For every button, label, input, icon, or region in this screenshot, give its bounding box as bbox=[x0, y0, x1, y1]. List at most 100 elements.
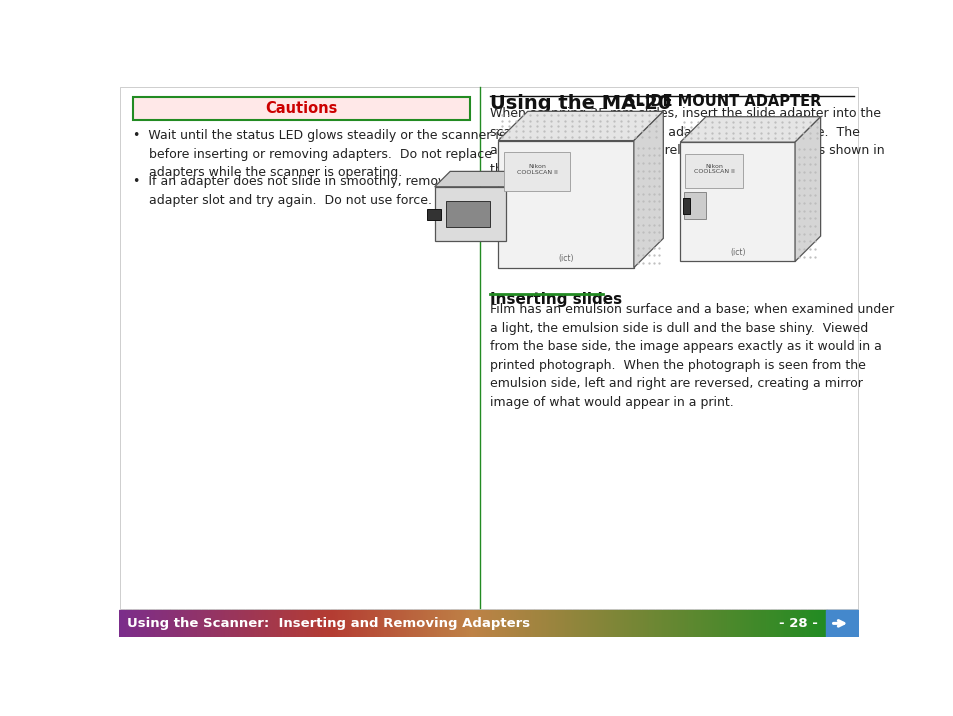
Bar bbox=[471, 609, 473, 637]
Bar bbox=[291, 609, 293, 637]
Bar bbox=[788, 609, 791, 637]
Bar bbox=[479, 609, 482, 637]
Bar bbox=[747, 609, 750, 637]
Bar bbox=[225, 609, 228, 637]
Bar bbox=[386, 609, 388, 637]
Bar bbox=[126, 609, 129, 637]
Bar bbox=[416, 609, 418, 637]
Bar bbox=[689, 609, 692, 637]
Bar bbox=[183, 609, 185, 637]
Bar bbox=[483, 609, 485, 637]
Bar bbox=[823, 609, 826, 637]
Bar bbox=[554, 609, 556, 637]
Bar bbox=[301, 609, 303, 637]
Bar bbox=[347, 609, 350, 637]
Bar bbox=[509, 609, 512, 637]
Bar bbox=[318, 609, 321, 637]
Bar bbox=[186, 609, 189, 637]
Bar bbox=[825, 609, 858, 637]
Bar bbox=[728, 609, 731, 637]
Bar bbox=[682, 609, 685, 637]
Bar bbox=[434, 609, 436, 637]
Bar bbox=[398, 609, 400, 637]
Bar bbox=[662, 609, 665, 637]
Bar bbox=[749, 609, 752, 637]
Bar bbox=[571, 609, 574, 637]
Bar bbox=[797, 609, 800, 637]
Bar bbox=[173, 609, 176, 637]
Bar bbox=[135, 609, 137, 637]
Bar bbox=[578, 609, 580, 637]
Bar bbox=[707, 609, 709, 637]
Bar bbox=[583, 609, 586, 637]
Bar bbox=[744, 609, 746, 637]
Bar bbox=[133, 609, 135, 637]
Bar bbox=[651, 609, 653, 637]
Bar bbox=[496, 609, 497, 637]
Bar bbox=[241, 609, 243, 637]
Bar bbox=[529, 609, 531, 637]
Bar bbox=[195, 609, 197, 637]
Text: SLIDE MOUNT ADAPTER: SLIDE MOUNT ADAPTER bbox=[624, 94, 821, 109]
Bar bbox=[322, 609, 325, 637]
Bar bbox=[324, 609, 327, 637]
Bar bbox=[449, 609, 452, 637]
Bar bbox=[670, 609, 673, 637]
Bar bbox=[527, 609, 530, 637]
Bar bbox=[163, 609, 166, 637]
Bar bbox=[806, 609, 808, 637]
Bar bbox=[794, 609, 796, 637]
Text: Cautions: Cautions bbox=[265, 101, 337, 116]
Bar bbox=[680, 609, 683, 637]
Bar bbox=[295, 609, 298, 637]
Bar bbox=[256, 609, 259, 637]
Bar bbox=[815, 609, 817, 637]
Bar bbox=[639, 609, 640, 637]
Bar bbox=[550, 609, 553, 637]
Bar bbox=[285, 609, 288, 637]
Bar bbox=[343, 609, 346, 637]
Bar bbox=[686, 609, 688, 637]
Bar bbox=[165, 609, 168, 637]
Bar bbox=[603, 609, 605, 637]
Bar bbox=[372, 609, 375, 637]
Bar bbox=[734, 609, 736, 637]
Bar bbox=[274, 609, 277, 637]
Bar bbox=[352, 609, 355, 637]
Bar bbox=[612, 609, 614, 637]
Bar bbox=[770, 609, 773, 637]
Bar bbox=[517, 609, 518, 637]
Bar bbox=[407, 609, 410, 637]
Bar bbox=[414, 609, 416, 637]
Bar bbox=[763, 609, 766, 637]
Bar bbox=[760, 609, 762, 637]
Bar bbox=[320, 609, 323, 637]
Bar bbox=[335, 609, 337, 637]
Bar bbox=[438, 609, 441, 637]
Bar bbox=[299, 609, 302, 637]
Bar bbox=[633, 609, 636, 637]
Bar bbox=[555, 609, 558, 637]
Bar bbox=[149, 609, 152, 637]
Bar bbox=[515, 609, 517, 637]
Bar bbox=[445, 200, 490, 227]
Bar bbox=[498, 609, 501, 637]
Bar bbox=[679, 142, 794, 261]
Bar bbox=[370, 609, 373, 637]
Text: (ict): (ict) bbox=[729, 248, 744, 257]
Bar bbox=[654, 609, 657, 637]
Bar bbox=[264, 609, 267, 637]
Bar bbox=[802, 609, 804, 637]
Bar bbox=[649, 609, 651, 637]
Bar bbox=[273, 609, 275, 637]
Bar bbox=[229, 609, 232, 637]
Bar bbox=[500, 609, 503, 637]
Bar bbox=[631, 609, 634, 637]
Bar bbox=[142, 609, 145, 637]
Text: When scanning 35 mm slides, insert the slide adapter into the
scanner, stopping : When scanning 35 mm slides, insert the s… bbox=[490, 107, 884, 176]
Bar bbox=[661, 609, 663, 637]
Bar bbox=[573, 609, 576, 637]
Bar bbox=[592, 609, 595, 637]
Bar bbox=[411, 609, 413, 637]
Bar bbox=[620, 609, 623, 637]
